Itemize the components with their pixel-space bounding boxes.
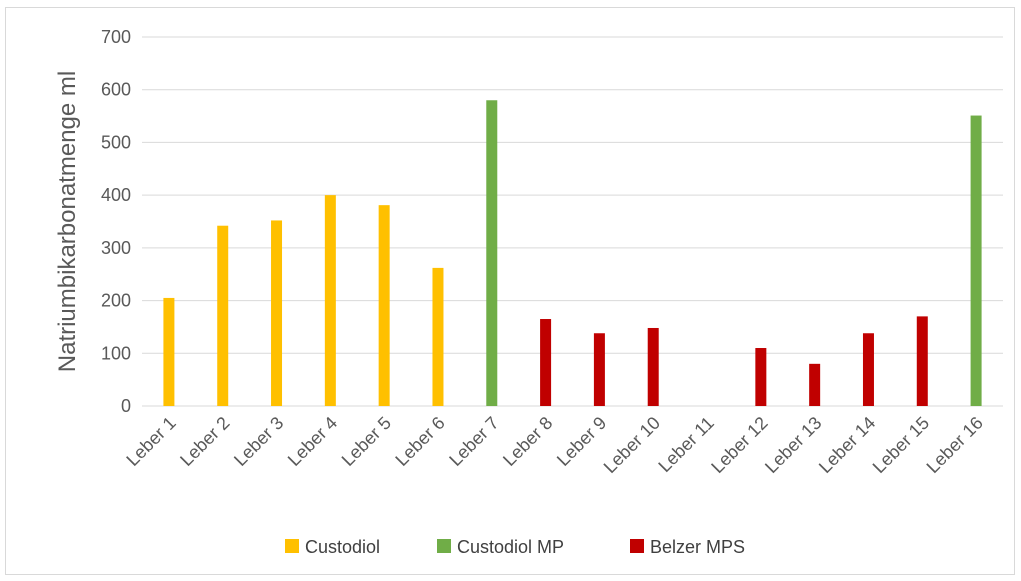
bars xyxy=(163,100,982,407)
bar xyxy=(970,115,982,407)
legend-swatch xyxy=(630,539,644,553)
x-tick-label: Leber 7 xyxy=(445,413,502,470)
bar xyxy=(378,205,390,406)
legend: Custodiol Custodiol MP Belzer MPS xyxy=(285,537,745,557)
y-tick-label: 700 xyxy=(101,27,131,47)
chart-frame xyxy=(5,7,1015,575)
bar xyxy=(593,333,605,406)
bar xyxy=(486,100,498,406)
y-tick-label: 100 xyxy=(101,343,131,363)
x-tick-label: Leber 5 xyxy=(338,413,395,470)
bar xyxy=(217,225,229,406)
legend-swatch xyxy=(285,539,299,553)
x-tick-label: Leber 12 xyxy=(707,413,771,477)
legend-label: Custodiol xyxy=(305,537,380,557)
x-tick-label: Leber 11 xyxy=(654,413,717,476)
x-tick-label: Leber 13 xyxy=(761,413,825,477)
y-tick-label: 500 xyxy=(101,132,131,152)
bar xyxy=(916,316,928,406)
bar xyxy=(755,348,767,406)
legend-swatch xyxy=(437,539,451,553)
x-tick-label: Leber 8 xyxy=(499,413,556,470)
x-tick-label: Leber 2 xyxy=(176,413,233,470)
y-tick-label: 0 xyxy=(121,396,131,416)
x-tick-label: Leber 3 xyxy=(230,413,287,470)
legend-label: Custodiol MP xyxy=(457,537,564,557)
bar xyxy=(809,363,821,406)
y-tick-labels: 0 100 200 300 400 500 600 700 xyxy=(101,27,131,416)
x-tick-label: Leber 15 xyxy=(869,413,933,477)
bar xyxy=(540,319,552,406)
legend-label: Belzer MPS xyxy=(650,537,745,557)
y-tick-label: 200 xyxy=(101,291,131,311)
bar xyxy=(862,333,874,406)
bar xyxy=(163,297,175,406)
gridlines xyxy=(142,36,1003,407)
y-axis-label: Natriumbikarbonatmenge ml xyxy=(54,71,81,372)
y-tick-label: 600 xyxy=(101,80,131,100)
bar xyxy=(432,267,444,406)
x-tick-label: Leber 6 xyxy=(391,413,448,470)
x-tick-label: Leber 14 xyxy=(815,413,879,477)
bar xyxy=(324,195,336,406)
x-tick-label: Leber 10 xyxy=(600,413,664,477)
x-tick-label: Leber 16 xyxy=(923,413,987,477)
y-tick-label: 400 xyxy=(101,185,131,205)
x-tick-label: Leber 1 xyxy=(122,413,179,470)
bar xyxy=(271,220,283,406)
x-tick-label: Leber 4 xyxy=(284,413,341,470)
y-tick-label: 300 xyxy=(101,238,131,258)
bar xyxy=(647,327,659,406)
